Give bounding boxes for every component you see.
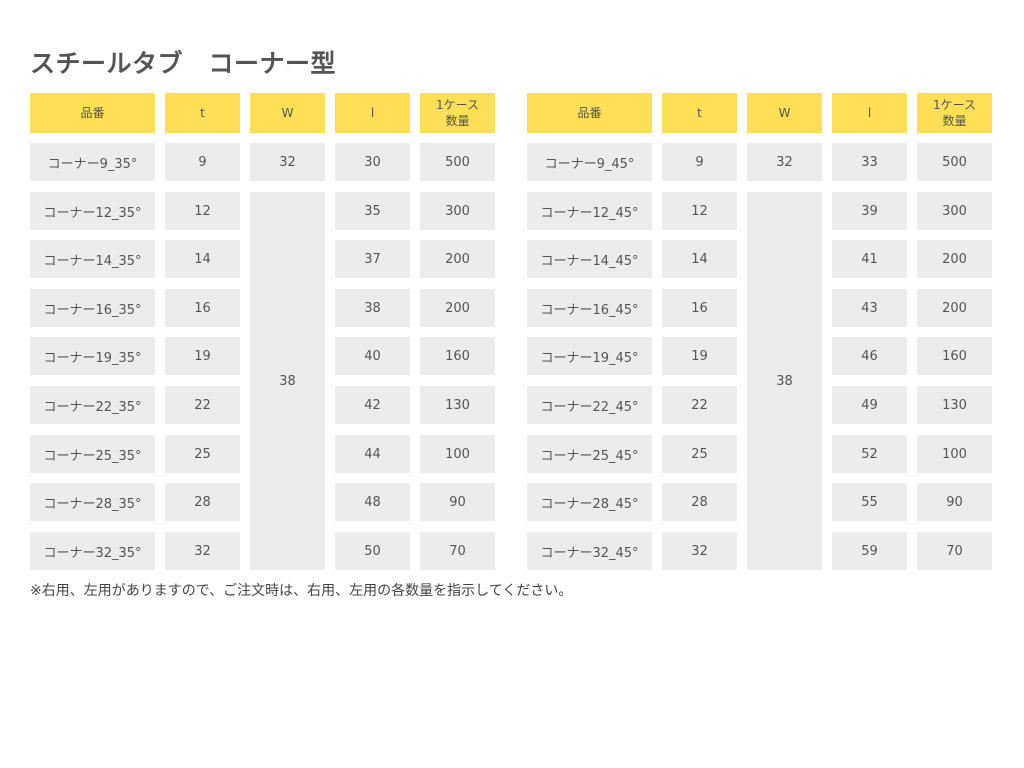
cell-t: 19 — [662, 337, 737, 375]
header-t: t — [165, 93, 240, 133]
cell-qty: 160 — [917, 337, 992, 375]
cell-l: 41 — [832, 240, 907, 278]
cell-t: 25 — [662, 435, 737, 473]
cell-t: 14 — [662, 240, 737, 278]
cell-l: 46 — [832, 337, 907, 375]
cell-qty: 100 — [420, 435, 495, 473]
cell-code: コーナー16_35° — [30, 289, 155, 327]
cell-qty: 200 — [420, 240, 495, 278]
cell-code: コーナー28_45° — [527, 483, 652, 521]
cell-code: コーナー12_35° — [30, 192, 155, 230]
cell-t: 28 — [165, 483, 240, 521]
page-title: スチールタブ コーナー型 — [30, 49, 337, 78]
cell-qty: 90 — [420, 483, 495, 521]
header-l: l — [335, 93, 410, 133]
cell-t: 19 — [165, 337, 240, 375]
cell-l: 43 — [832, 289, 907, 327]
cell-qty: 160 — [420, 337, 495, 375]
cell-qty: 300 — [917, 192, 992, 230]
header-w: W — [747, 93, 822, 133]
cell-t: 22 — [165, 386, 240, 424]
cell-qty: 200 — [917, 240, 992, 278]
cell-t: 28 — [662, 483, 737, 521]
cell-w-merged: 38 — [747, 192, 822, 570]
cell-t: 12 — [662, 192, 737, 230]
cell-qty: 130 — [917, 386, 992, 424]
cell-l: 39 — [832, 192, 907, 230]
cell-qty: 130 — [420, 386, 495, 424]
cell-code: コーナー22_35° — [30, 386, 155, 424]
cell-l: 59 — [832, 532, 907, 570]
header-l: l — [832, 93, 907, 133]
cell-l: 37 — [335, 240, 410, 278]
cell-qty: 70 — [420, 532, 495, 570]
cell-t: 32 — [165, 532, 240, 570]
header-qty: 1ケース 数量 — [917, 93, 992, 133]
cell-l: 50 — [335, 532, 410, 570]
cell-qty: 500 — [420, 143, 495, 181]
cell-code: コーナー16_45° — [527, 289, 652, 327]
cell-l: 52 — [832, 435, 907, 473]
cell-code: コーナー32_35° — [30, 532, 155, 570]
cell-code: コーナー14_45° — [527, 240, 652, 278]
cell-qty: 300 — [420, 192, 495, 230]
cell-l: 49 — [832, 386, 907, 424]
cell-t: 12 — [165, 192, 240, 230]
cell-code: コーナー12_45° — [527, 192, 652, 230]
cell-code: コーナー19_35° — [30, 337, 155, 375]
cell-l: 42 — [335, 386, 410, 424]
cell-t: 9 — [165, 143, 240, 181]
header-w: W — [250, 93, 325, 133]
cell-t: 9 — [662, 143, 737, 181]
cell-t: 14 — [165, 240, 240, 278]
cell-code: コーナー19_45° — [527, 337, 652, 375]
cell-code: コーナー25_35° — [30, 435, 155, 473]
cell-code: コーナー9_45° — [527, 143, 652, 181]
cell-t: 32 — [662, 532, 737, 570]
cell-t: 22 — [662, 386, 737, 424]
cell-l: 33 — [832, 143, 907, 181]
cell-qty: 200 — [420, 289, 495, 327]
cell-qty: 500 — [917, 143, 992, 181]
cell-qty: 70 — [917, 532, 992, 570]
cell-l: 55 — [832, 483, 907, 521]
cell-t: 16 — [662, 289, 737, 327]
header-qty: 1ケース 数量 — [420, 93, 495, 133]
cell-l: 40 — [335, 337, 410, 375]
cell-l: 48 — [335, 483, 410, 521]
cell-t: 16 — [165, 289, 240, 327]
cell-w-merged: 38 — [250, 192, 325, 570]
cell-w: 32 — [747, 143, 822, 181]
cell-w: 32 — [250, 143, 325, 181]
header-t: t — [662, 93, 737, 133]
cell-code: コーナー22_45° — [527, 386, 652, 424]
cell-code: コーナー25_45° — [527, 435, 652, 473]
order-note: ※右用、左用がありますので、ご注文時は、右用、左用の各数量を指示してください。 — [30, 583, 573, 599]
cell-l: 38 — [335, 289, 410, 327]
header-code: 品番 — [30, 93, 155, 133]
cell-code: コーナー9_35° — [30, 143, 155, 181]
cell-l: 44 — [335, 435, 410, 473]
cell-code: コーナー14_35° — [30, 240, 155, 278]
cell-qty: 90 — [917, 483, 992, 521]
cell-l: 35 — [335, 192, 410, 230]
cell-t: 25 — [165, 435, 240, 473]
cell-l: 30 — [335, 143, 410, 181]
header-code: 品番 — [527, 93, 652, 133]
cell-qty: 100 — [917, 435, 992, 473]
cell-code: コーナー32_45° — [527, 532, 652, 570]
cell-code: コーナー28_35° — [30, 483, 155, 521]
cell-qty: 200 — [917, 289, 992, 327]
